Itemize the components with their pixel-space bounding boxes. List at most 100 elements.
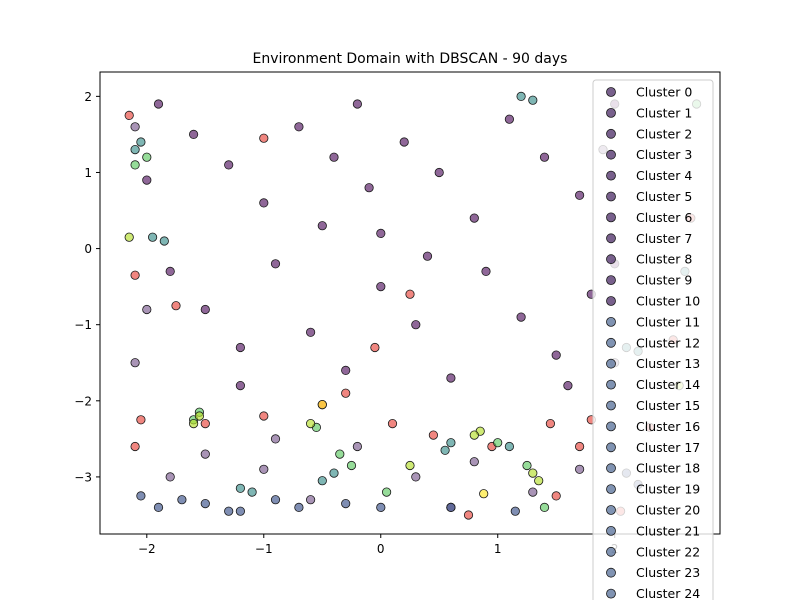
y-tick-label: −2 bbox=[74, 394, 92, 408]
legend-label: Cluster 8 bbox=[636, 252, 692, 267]
data-point bbox=[305, 327, 316, 337]
data-point bbox=[294, 502, 304, 512]
data-point bbox=[317, 399, 327, 410]
data-point bbox=[528, 95, 538, 105]
data-point bbox=[148, 232, 158, 242]
data-point bbox=[142, 304, 152, 315]
legend-label: Cluster 20 bbox=[636, 503, 700, 518]
legend-marker bbox=[606, 233, 616, 244]
data-point bbox=[259, 198, 269, 208]
data-point bbox=[539, 502, 550, 512]
legend-label: Cluster 23 bbox=[636, 565, 700, 580]
data-point bbox=[305, 495, 316, 505]
legend-label: Cluster 12 bbox=[636, 335, 700, 350]
x-tick-label: 1 bbox=[494, 542, 502, 556]
data-point bbox=[130, 441, 140, 452]
data-point bbox=[224, 160, 234, 170]
legend-marker bbox=[606, 212, 616, 223]
legend-marker bbox=[606, 254, 616, 265]
x-tick-label: 0 bbox=[377, 542, 385, 556]
legend-marker bbox=[606, 275, 616, 286]
legend-label: Cluster 10 bbox=[636, 294, 700, 309]
data-point bbox=[405, 289, 415, 299]
data-point bbox=[317, 221, 327, 231]
data-point bbox=[235, 380, 245, 391]
data-point bbox=[200, 498, 210, 509]
legend-marker bbox=[606, 505, 616, 515]
legend-label: Cluster 3 bbox=[636, 147, 692, 162]
data-point bbox=[142, 152, 152, 162]
chart-title: Environment Domain with DBSCAN - 90 days bbox=[253, 51, 568, 67]
legend-label: Cluster 13 bbox=[636, 356, 700, 371]
data-point bbox=[479, 489, 489, 499]
data-point bbox=[469, 457, 479, 467]
data-point bbox=[376, 228, 386, 238]
data-point bbox=[463, 510, 474, 520]
data-point bbox=[364, 183, 374, 193]
data-point bbox=[130, 122, 140, 132]
data-point bbox=[341, 388, 351, 398]
legend-label: Cluster 18 bbox=[636, 461, 700, 476]
data-point bbox=[165, 472, 175, 482]
legend-label: Cluster 0 bbox=[636, 85, 692, 100]
legend-marker bbox=[606, 128, 616, 139]
data-point bbox=[352, 441, 362, 452]
legend-label: Cluster 24 bbox=[636, 586, 700, 600]
data-point bbox=[534, 476, 544, 486]
legend-marker bbox=[606, 421, 616, 432]
data-point bbox=[545, 418, 556, 429]
data-point bbox=[574, 441, 585, 452]
y-tick-label: 0 bbox=[84, 242, 92, 256]
data-point bbox=[130, 358, 140, 368]
data-point bbox=[428, 430, 438, 440]
legend-label: Cluster 6 bbox=[636, 210, 692, 225]
data-point bbox=[124, 232, 134, 242]
data-point bbox=[411, 320, 421, 330]
data-point bbox=[370, 342, 380, 353]
x-tick-label: −1 bbox=[255, 542, 273, 556]
data-point bbox=[259, 133, 269, 143]
data-point bbox=[574, 464, 585, 474]
legend-label: Cluster 17 bbox=[636, 440, 700, 455]
legend-label: Cluster 22 bbox=[636, 544, 700, 559]
data-point bbox=[539, 152, 550, 162]
data-point bbox=[200, 304, 210, 315]
data-point bbox=[259, 464, 269, 474]
data-point bbox=[317, 476, 327, 486]
data-point bbox=[171, 301, 181, 311]
data-point bbox=[130, 160, 140, 170]
legend: Cluster 0 Cluster 1 Cluster 2 Cluster 3 Clus… bbox=[592, 79, 714, 600]
data-point bbox=[200, 449, 210, 459]
data-point bbox=[341, 498, 351, 509]
data-point bbox=[551, 491, 561, 501]
data-point bbox=[516, 91, 526, 102]
data-point bbox=[376, 502, 386, 512]
data-point bbox=[516, 312, 526, 322]
data-point bbox=[130, 145, 140, 155]
legend-label: Cluster 7 bbox=[636, 231, 692, 246]
data-point bbox=[376, 281, 386, 292]
data-point bbox=[434, 167, 444, 178]
legend-label: Cluster 15 bbox=[636, 398, 700, 413]
legend-marker bbox=[606, 108, 616, 118]
legend-marker bbox=[606, 379, 616, 390]
legend-marker bbox=[606, 337, 616, 348]
data-point bbox=[247, 487, 257, 497]
legend-marker bbox=[606, 170, 616, 181]
data-point bbox=[259, 411, 269, 421]
legend-label: Cluster 4 bbox=[636, 168, 692, 183]
data-point bbox=[200, 418, 210, 429]
plot-area bbox=[124, 91, 702, 520]
y-tick-label: 2 bbox=[84, 90, 92, 104]
legend-label: Cluster 14 bbox=[636, 377, 700, 392]
data-point bbox=[528, 468, 538, 478]
data-point bbox=[270, 495, 281, 505]
legend-label: Cluster 19 bbox=[636, 482, 700, 497]
data-point bbox=[270, 259, 281, 269]
legend-marker bbox=[606, 442, 616, 453]
legend-box bbox=[592, 79, 714, 600]
data-point bbox=[270, 434, 281, 444]
data-point bbox=[469, 213, 479, 223]
data-point bbox=[504, 441, 514, 452]
